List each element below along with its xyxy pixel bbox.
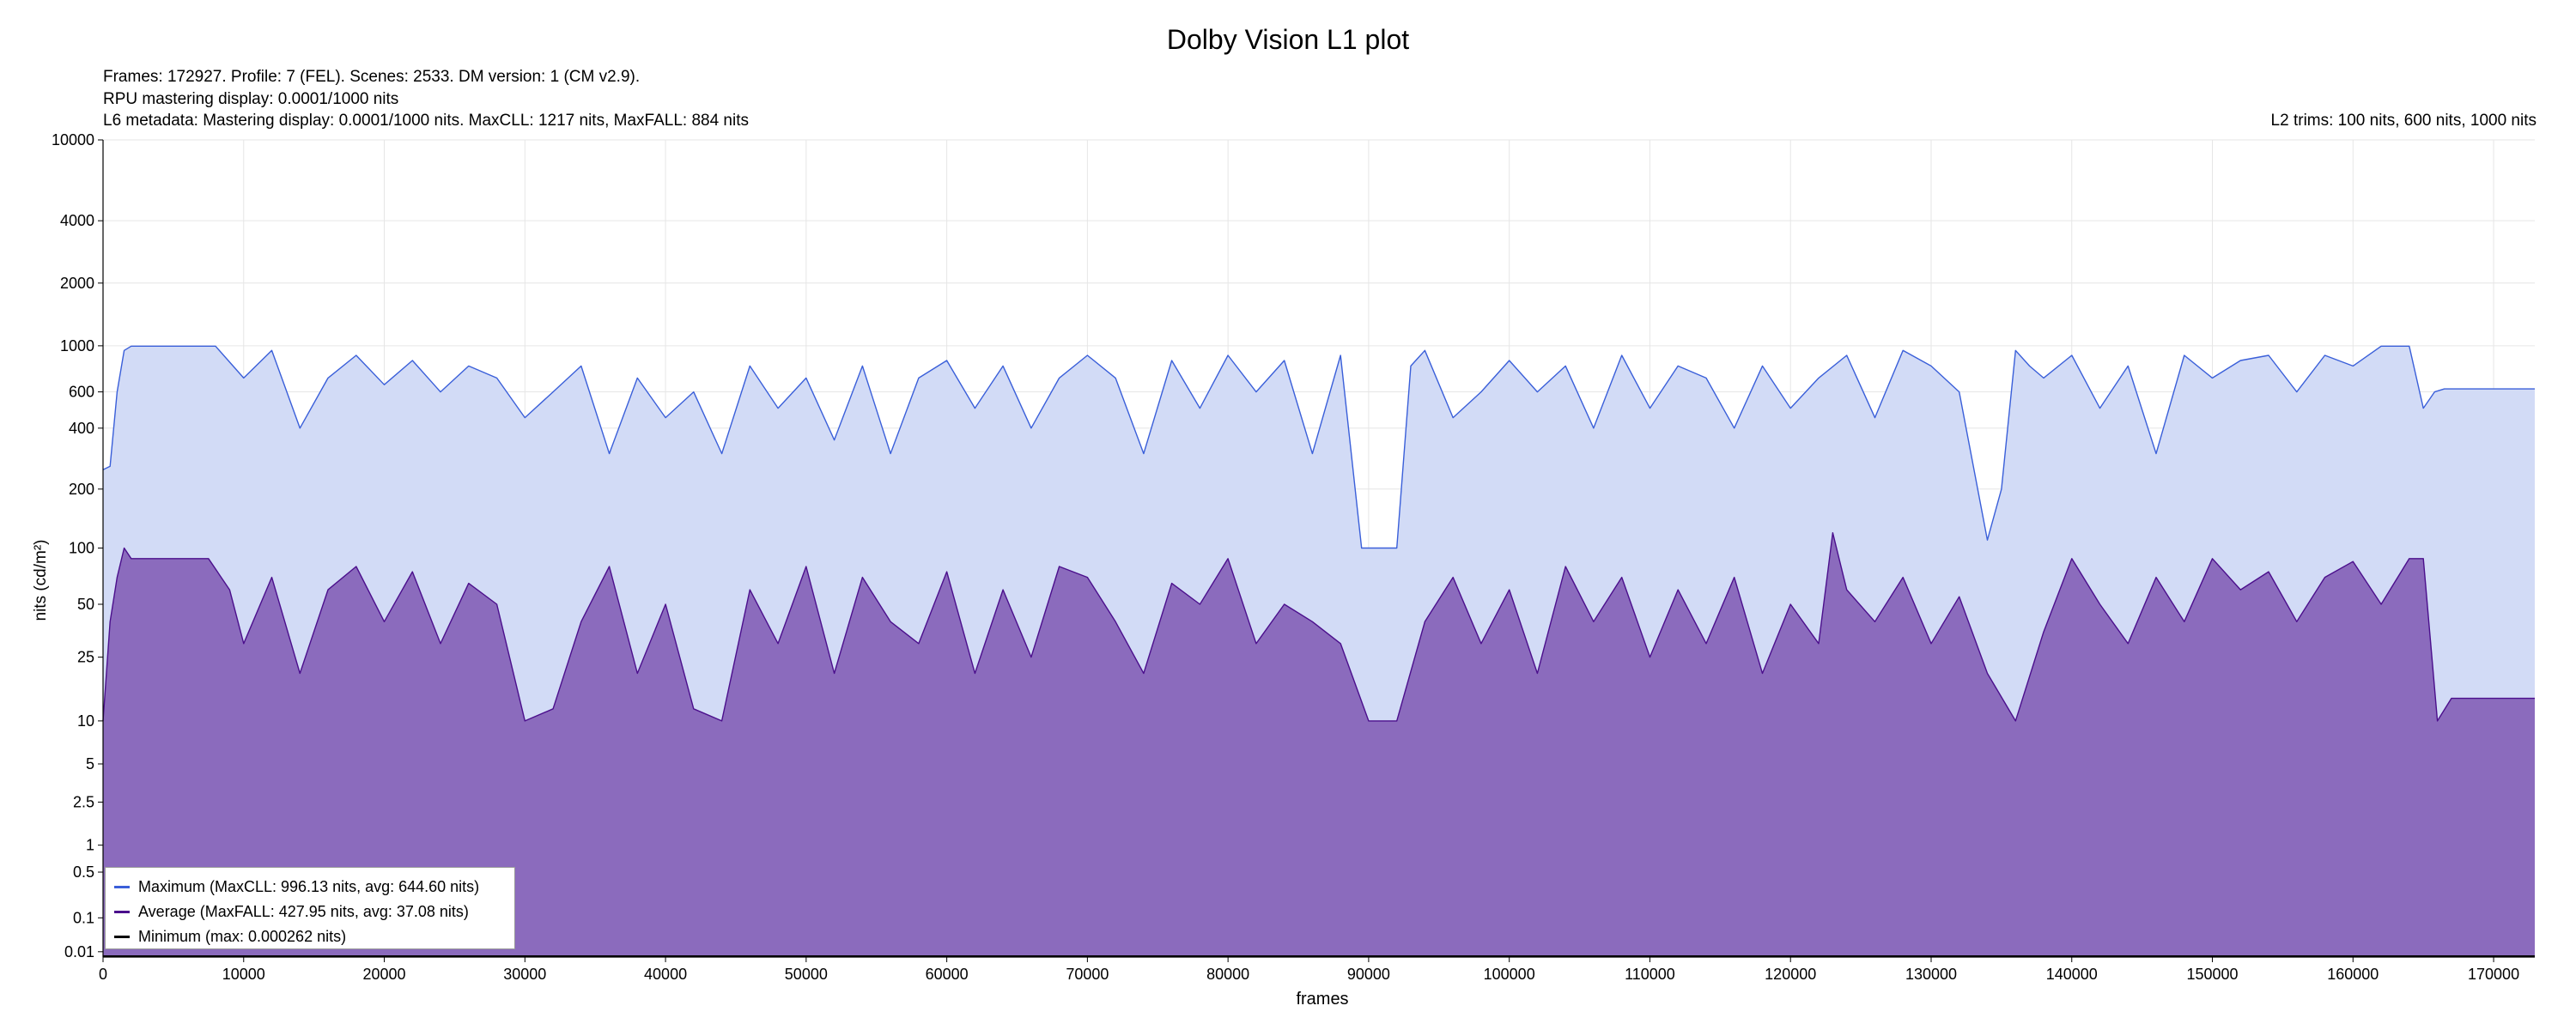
y-tick-label: 5 [86,755,94,772]
y-tick-label: 10000 [52,131,94,148]
legend: Maximum (MaxCLL: 996.13 nits, avg: 644.6… [105,867,515,949]
x-tick-label: 80000 [1206,966,1249,983]
x-tick-label: 70000 [1066,966,1109,983]
y-tick-label: 4000 [60,212,94,229]
series-area-average [103,532,2535,957]
x-tick-label: 150000 [2186,966,2238,983]
info-l2-trims: L2 trims: 100 nits, 600 nits, 1000 nits [2270,112,2537,130]
legend-swatch-minimum [114,936,130,938]
legend-item-maximum: Maximum (MaxCLL: 996.13 nits, avg: 644.6… [114,875,506,900]
y-tick-label: 2000 [60,275,94,292]
x-tick-label: 90000 [1347,966,1390,983]
legend-item-minimum: Minimum (max: 0.000262 nits) [114,924,506,949]
legend-swatch-average [114,911,130,913]
x-tick-label: 170000 [2468,966,2519,983]
series-line-maximum [102,345,2535,549]
x-tick-label: 50000 [785,966,828,983]
y-tick-label: 0.5 [73,863,94,881]
x-tick-label: 30000 [503,966,546,983]
y-tick-label: 0.1 [73,909,94,926]
info-frames-profile: Frames: 172927. Profile: 7 (FEL). Scenes… [103,68,641,86]
x-tick-label: 40000 [644,966,687,983]
y-tick-label: 600 [69,384,94,401]
series-line-average [102,532,2535,722]
y-tick-label: 0.01 [64,943,94,960]
chart-title: Dolby Vision L1 plot [1166,24,1410,55]
y-tick-label: 10 [77,712,94,730]
x-tick-label: 160000 [2327,966,2379,983]
x-tick-label: 140000 [2046,966,2098,983]
y-tick-label: 2.5 [73,794,94,811]
x-tick-label: 20000 [363,966,406,983]
info-l6-metadata: L6 metadata: Mastering display: 0.0001/1… [103,112,749,130]
x-tick-label: 120000 [1765,966,1816,983]
y-tick-label: 400 [69,420,94,437]
x-axis-label: frames [1296,990,1349,1009]
legend-swatch-maximum [114,886,130,888]
info-rpu-mastering: RPU mastering display: 0.0001/1000 nits [103,90,399,108]
y-axis-label: nits (cd/m²) [32,539,50,621]
x-tick-label: 110000 [1625,966,1675,983]
y-tick-label: 50 [77,596,94,613]
y-tick-label: 200 [69,481,94,498]
x-tick-label: 60000 [926,966,969,983]
legend-item-average: Average (MaxFALL: 427.95 nits, avg: 37.0… [114,900,506,924]
x-tick-label: 10000 [222,966,265,983]
y-tick-label: 1 [86,837,94,854]
x-tick-label: 100000 [1484,966,1535,983]
legend-label-minimum: Minimum (max: 0.000262 nits) [138,928,347,945]
y-tick-label: 1000 [60,337,94,354]
legend-label-average: Average (MaxFALL: 427.95 nits, avg: 37.0… [138,903,469,920]
legend-label-maximum: Maximum (MaxCLL: 996.13 nits, avg: 644.6… [138,878,480,895]
x-tick-label: 0 [99,966,107,983]
y-tick-label: 100 [69,539,94,556]
x-tick-label: 130000 [1905,966,1957,983]
y-tick-label: 25 [77,649,94,666]
